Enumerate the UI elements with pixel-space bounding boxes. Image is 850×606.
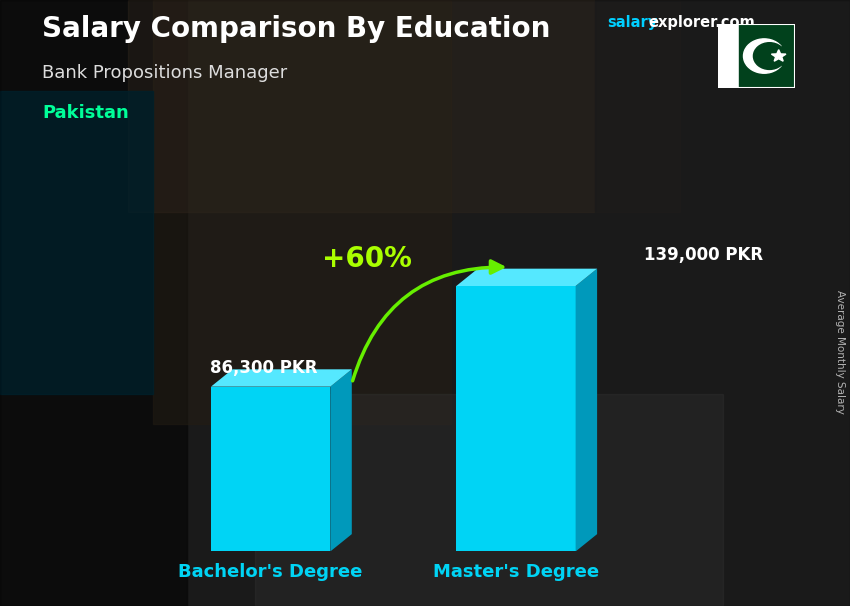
Polygon shape [456, 268, 597, 286]
Circle shape [753, 42, 785, 70]
Bar [255, 394, 722, 606]
Text: 86,300 PKR: 86,300 PKR [210, 359, 318, 377]
Text: +60%: +60% [322, 245, 411, 273]
Wedge shape [744, 39, 781, 73]
Bar [0, 0, 187, 606]
Bar [153, 0, 450, 424]
Text: explorer.com: explorer.com [649, 15, 756, 30]
Bar [739, 24, 795, 88]
Bar [0, 91, 153, 394]
Text: Pakistan: Pakistan [42, 104, 129, 122]
Text: salary: salary [608, 15, 658, 30]
Polygon shape [331, 369, 352, 551]
Bar [595, 0, 850, 606]
Text: Bank Propositions Manager: Bank Propositions Manager [42, 64, 288, 82]
Bar [718, 24, 739, 88]
Bar [128, 0, 680, 212]
Text: Salary Comparison By Education: Salary Comparison By Education [42, 15, 551, 43]
Text: 139,000 PKR: 139,000 PKR [643, 246, 762, 264]
Polygon shape [772, 50, 786, 61]
Bar [456, 286, 575, 551]
Polygon shape [575, 268, 597, 551]
Bar [211, 387, 331, 551]
Text: Average Monthly Salary: Average Monthly Salary [835, 290, 845, 413]
Polygon shape [211, 369, 352, 387]
